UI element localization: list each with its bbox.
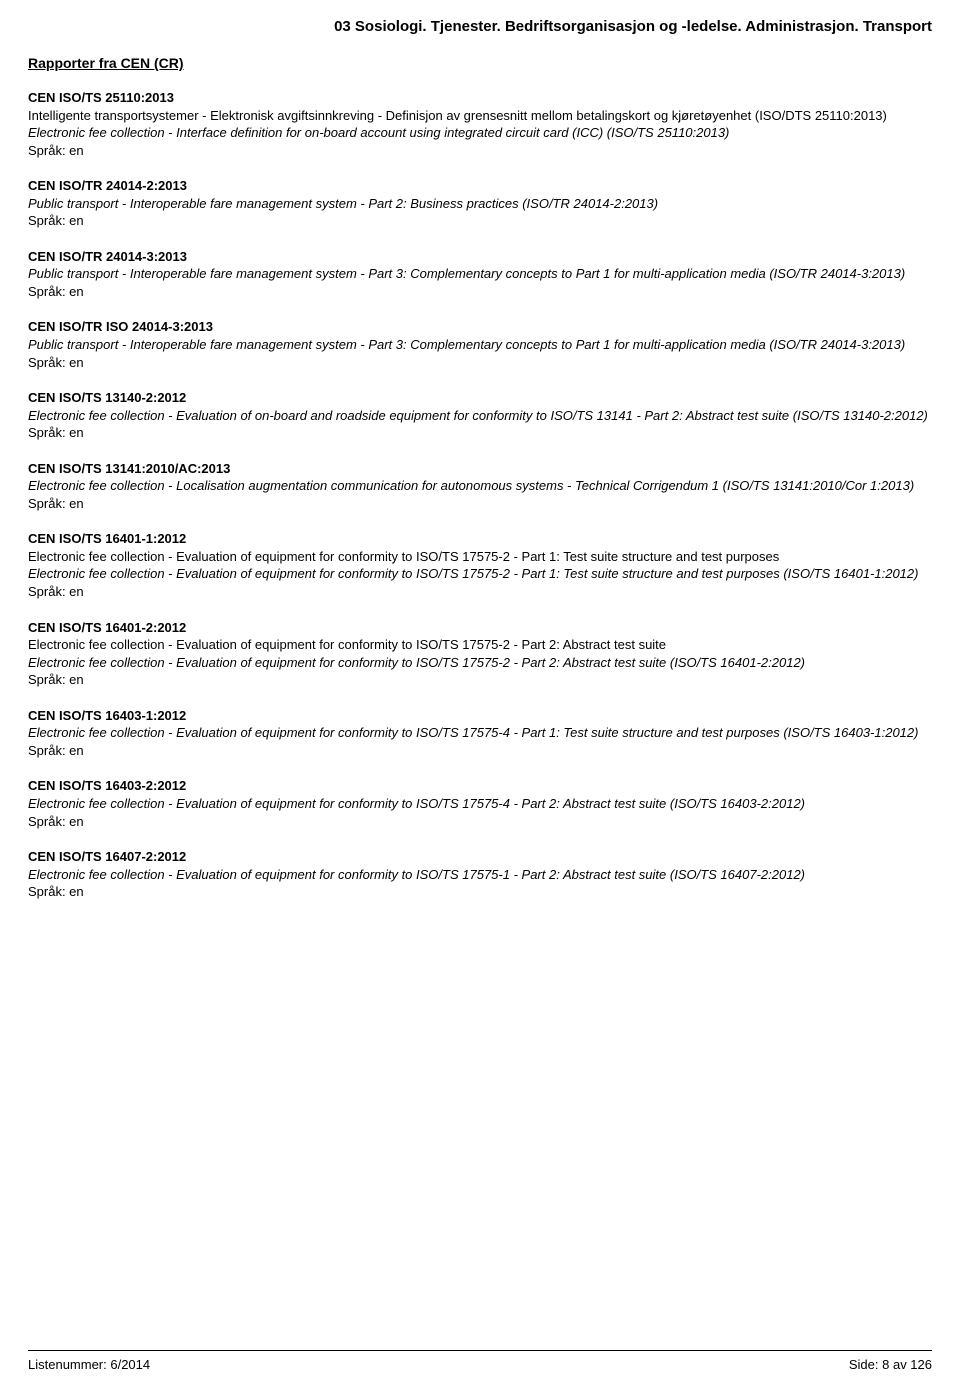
entry: CEN ISO/TS 16403-1:2012Electronic fee co… [28, 707, 932, 760]
entry-code: CEN ISO/TS 16407-2:2012 [28, 848, 932, 866]
entry-italic: Electronic fee collection - Evaluation o… [28, 724, 932, 742]
section-title: Rapporter fra CEN (CR) [28, 55, 932, 71]
entry-description: Electronic fee collection - Evaluation o… [28, 636, 932, 654]
entry: CEN ISO/TS 16407-2:2012Electronic fee co… [28, 848, 932, 901]
entry-code: CEN ISO/TS 16403-2:2012 [28, 777, 932, 795]
entry-language: Språk: en [28, 142, 932, 160]
entry: CEN ISO/TS 16401-1:2012Electronic fee co… [28, 530, 932, 600]
entry-language: Språk: en [28, 742, 932, 760]
entry-language: Språk: en [28, 583, 932, 601]
entry-description: Intelligente transportsystemer - Elektro… [28, 107, 932, 125]
entry-language: Språk: en [28, 212, 932, 230]
entry-italic: Electronic fee collection - Evaluation o… [28, 866, 932, 884]
entry: CEN ISO/TS 13140-2:2012Electronic fee co… [28, 389, 932, 442]
footer-right: Side: 8 av 126 [849, 1357, 932, 1372]
entry-italic: Public transport - Interoperable fare ma… [28, 265, 932, 283]
entry-code: CEN ISO/TS 16403-1:2012 [28, 707, 932, 725]
entry: CEN ISO/TS 13141:2010/AC:2013Electronic … [28, 460, 932, 513]
entry-language: Språk: en [28, 354, 932, 372]
entry: CEN ISO/TR 24014-3:2013Public transport … [28, 248, 932, 301]
entry-language: Språk: en [28, 283, 932, 301]
entry: CEN ISO/TS 25110:2013Intelligente transp… [28, 89, 932, 159]
entry: CEN ISO/TR 24014-2:2013Public transport … [28, 177, 932, 230]
entry-description: Electronic fee collection - Evaluation o… [28, 548, 932, 566]
entry-language: Språk: en [28, 424, 932, 442]
entry-language: Språk: en [28, 495, 932, 513]
entry-italic: Electronic fee collection - Evaluation o… [28, 795, 932, 813]
entry: CEN ISO/TS 16403-2:2012Electronic fee co… [28, 777, 932, 830]
entry-code: CEN ISO/TS 16401-2:2012 [28, 619, 932, 637]
entry-code: CEN ISO/TS 13141:2010/AC:2013 [28, 460, 932, 478]
entry-italic: Public transport - Interoperable fare ma… [28, 336, 932, 354]
entry-code: CEN ISO/TS 16401-1:2012 [28, 530, 932, 548]
entry-language: Språk: en [28, 813, 932, 831]
entry-code: CEN ISO/TR 24014-3:2013 [28, 248, 932, 266]
entry: CEN ISO/TS 16401-2:2012Electronic fee co… [28, 619, 932, 689]
entry-italic: Electronic fee collection - Evaluation o… [28, 654, 932, 672]
page-footer: Listenummer: 6/2014 Side: 8 av 126 [28, 1350, 932, 1372]
entry-language: Språk: en [28, 671, 932, 689]
entry: CEN ISO/TR ISO 24014-3:2013Public transp… [28, 318, 932, 371]
entry-language: Språk: en [28, 883, 932, 901]
entry-code: CEN ISO/TS 13140-2:2012 [28, 389, 932, 407]
entries-list: CEN ISO/TS 25110:2013Intelligente transp… [28, 89, 932, 901]
entry-italic: Electronic fee collection - Evaluation o… [28, 565, 932, 583]
entry-code: CEN ISO/TS 25110:2013 [28, 89, 932, 107]
entry-italic: Electronic fee collection - Localisation… [28, 477, 932, 495]
entry-code: CEN ISO/TR 24014-2:2013 [28, 177, 932, 195]
footer-left: Listenummer: 6/2014 [28, 1357, 150, 1372]
entry-italic: Electronic fee collection - Evaluation o… [28, 407, 932, 425]
page-header: 03 Sosiologi. Tjenester. Bedriftsorganis… [28, 18, 932, 35]
entry-italic: Public transport - Interoperable fare ma… [28, 195, 932, 213]
entry-code: CEN ISO/TR ISO 24014-3:2013 [28, 318, 932, 336]
entry-italic: Electronic fee collection - Interface de… [28, 124, 932, 142]
